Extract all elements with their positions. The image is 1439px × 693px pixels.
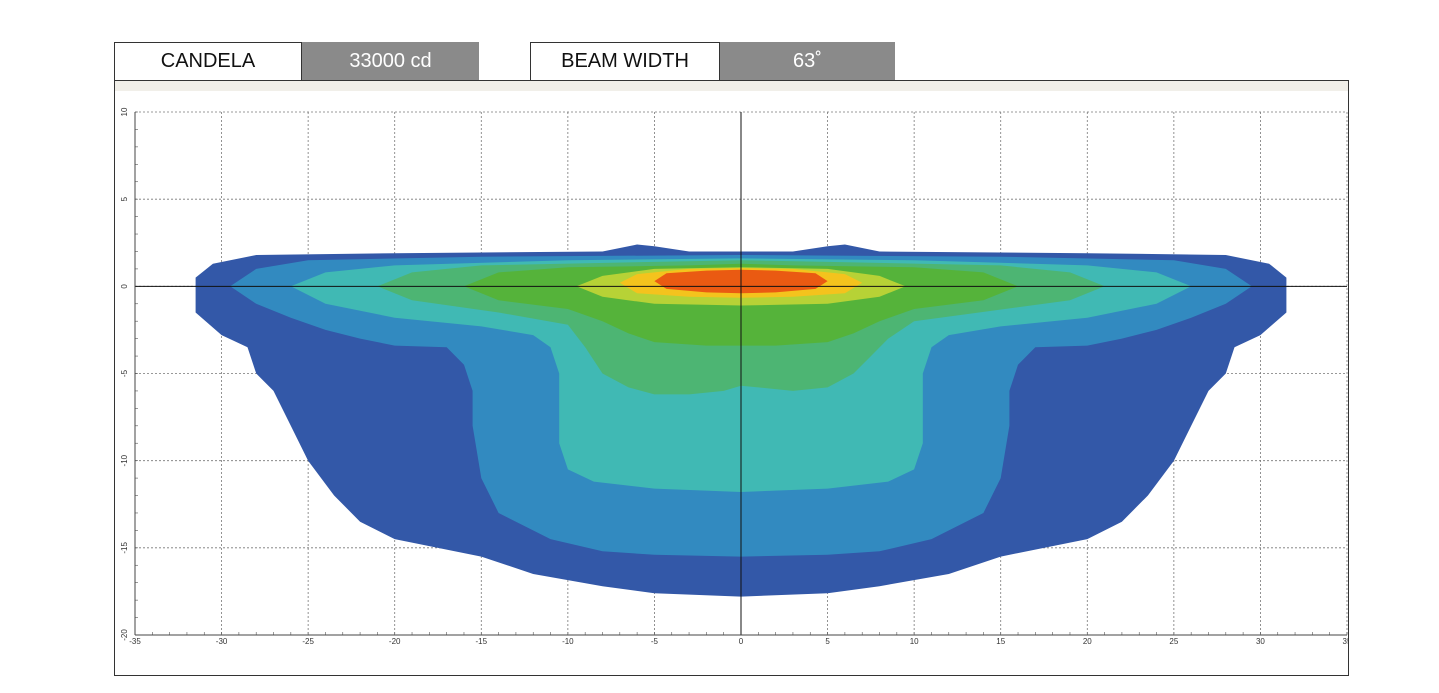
x-tick-label: -5 — [651, 637, 659, 646]
y-tick-label: -5 — [120, 369, 129, 377]
x-tick-label: 15 — [996, 637, 1005, 646]
x-tick-label: -10 — [562, 637, 574, 646]
x-tick-label: 25 — [1169, 637, 1178, 646]
beam-width-box: BEAM WIDTH 63˚ — [530, 42, 895, 80]
isocandela-chart: -35 -30 -25 -20 -15 -10 -5 0 5 10 15 20 25 30 35 10 5 0 -5… — [120, 107, 1348, 646]
candela-value: 33000 cd — [302, 42, 479, 80]
x-tick-label: -20 — [389, 637, 401, 646]
y-tick-label: -10 — [120, 454, 129, 466]
x-tick-label: 5 — [825, 637, 830, 646]
x-tick-label: -35 — [129, 637, 141, 646]
x-tick-label: 35 — [1343, 637, 1348, 646]
x-tick-label: -30 — [216, 637, 228, 646]
x-tick-label: -15 — [476, 637, 488, 646]
beam-width-value: 63˚ — [720, 42, 895, 80]
x-tick-label: 0 — [739, 637, 744, 646]
x-tick-label: 20 — [1083, 637, 1092, 646]
beam-width-label: BEAM WIDTH — [530, 42, 720, 80]
y-tick-label: 0 — [120, 284, 129, 289]
isocandela-plot: -35 -30 -25 -20 -15 -10 -5 0 5 10 15 20 25 30 35 10 5 0 -5… — [114, 80, 1349, 676]
y-tick-label: -20 — [120, 629, 129, 641]
plot-top-strip — [115, 81, 1348, 91]
y-tick-label: 10 — [120, 107, 129, 116]
candela-label: CANDELA — [114, 42, 302, 80]
x-tick-label: -25 — [302, 637, 314, 646]
candela-box: CANDELA 33000 cd — [114, 42, 479, 80]
y-tick-label: 5 — [120, 196, 129, 201]
x-tick-label: 10 — [910, 637, 919, 646]
y-tick-label: -15 — [120, 542, 129, 554]
x-tick-label: 30 — [1256, 637, 1265, 646]
